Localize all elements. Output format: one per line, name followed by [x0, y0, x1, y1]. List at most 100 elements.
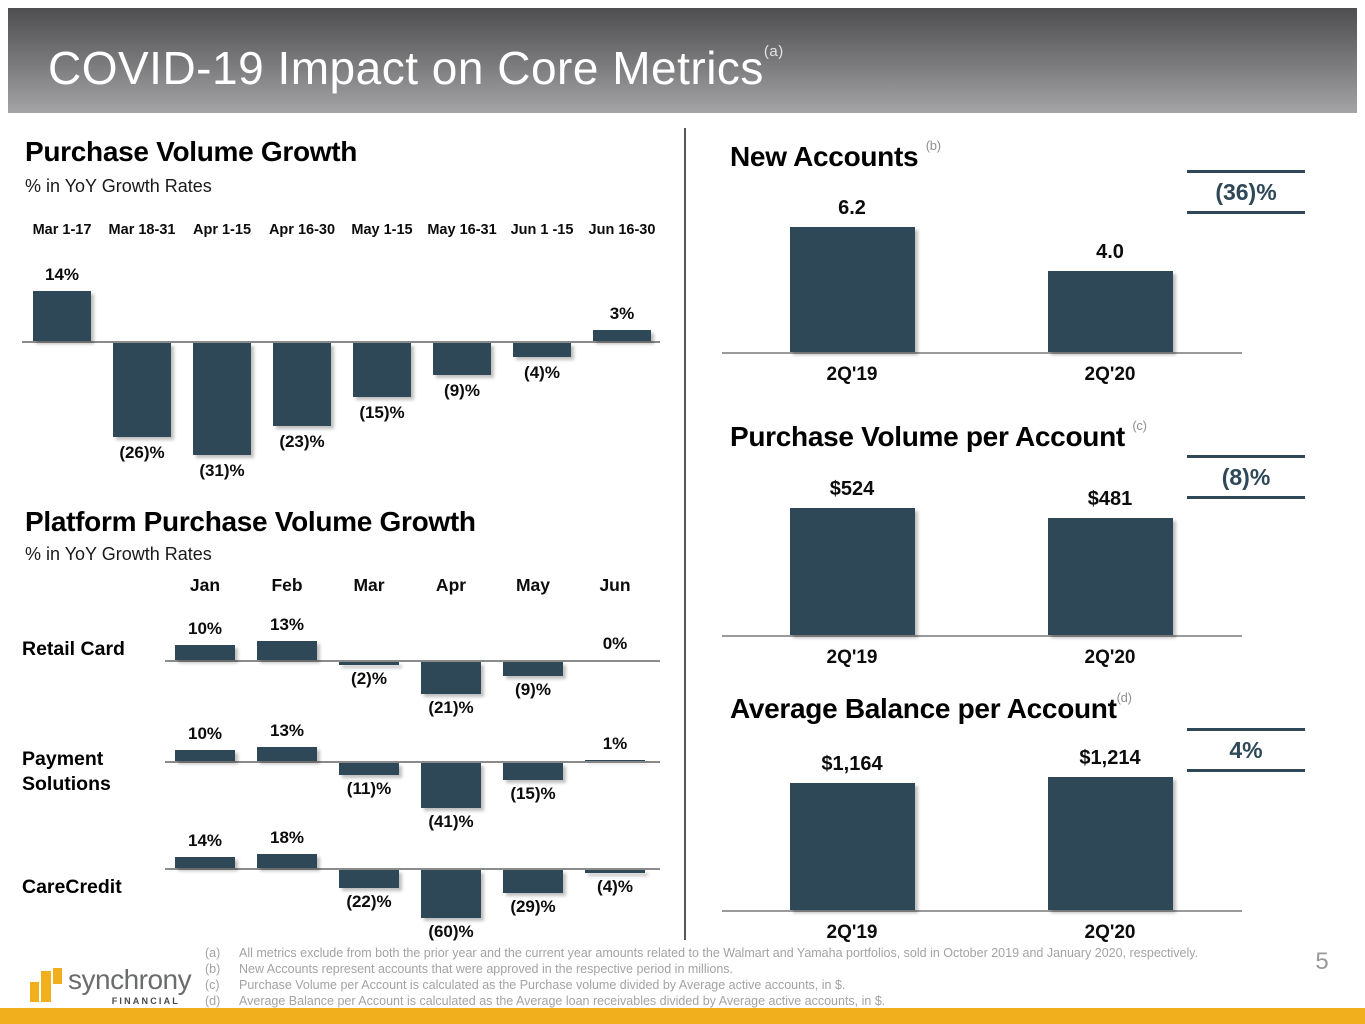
footnote-c-text: Purchase Volume per Account is calculate…: [239, 978, 846, 992]
bar: [33, 290, 91, 341]
footnote-a: (a) All metrics exclude from both the pr…: [205, 945, 1300, 961]
footnote-d-text: Average Balance per Account is calculate…: [239, 994, 886, 1008]
x-axis: [722, 635, 1242, 637]
bar: [175, 750, 235, 761]
footnote-d-ref: (d): [205, 994, 221, 1008]
category-label: 2Q'19: [826, 364, 878, 385]
bar-value: 13%: [269, 720, 305, 740]
x-axis: [22, 341, 660, 343]
purchase-volume-growth-subtitle: % in YoY Growth Rates: [25, 176, 212, 196]
bar-value: (21)%: [428, 697, 474, 717]
category-label: 2Q'20: [1084, 922, 1136, 943]
bar-value: (26)%: [119, 442, 165, 462]
bar: [339, 870, 399, 888]
bar-value: (4)%: [597, 877, 633, 897]
page-title-text: COVID-19 Impact on Core Metrics: [48, 42, 764, 94]
platform-row-label: Retail Card: [22, 638, 125, 660]
bar-value: $524: [829, 477, 875, 500]
platform-row-label: Payment Solutions: [22, 748, 111, 795]
bar-value: (29)%: [510, 897, 556, 917]
bar-value: 10%: [187, 724, 223, 743]
slide-header: COVID-19 Impact on Core Metrics(a): [8, 8, 1357, 113]
average-balance-per-account-chart: $1,164 2Q'19 $1,214 2Q'20: [722, 740, 1244, 975]
bar: [503, 662, 563, 676]
month-label: Jan: [189, 575, 221, 595]
bar: [433, 343, 491, 376]
bar-value: 6.2: [838, 197, 866, 219]
bar: [421, 763, 481, 809]
bar-value: 14%: [187, 830, 223, 850]
new-accounts-change-badge: (36)%: [1187, 170, 1305, 214]
bar-value: (31)%: [199, 460, 245, 480]
bar-value: 3%: [609, 304, 635, 324]
period-label: May 16-31: [427, 222, 497, 238]
bar: [421, 870, 481, 918]
bar-value: 18%: [269, 827, 305, 847]
bar: [1047, 271, 1173, 352]
bar-value: (9)%: [444, 381, 480, 401]
bar: [339, 662, 399, 665]
category-label: 2Q'19: [826, 922, 878, 943]
bar: [585, 870, 645, 874]
bar-value: (22)%: [346, 891, 392, 911]
bar: [257, 853, 317, 868]
bar: [257, 640, 317, 660]
bar: [113, 343, 171, 437]
footnote-b: (b) New Accounts represent accounts that…: [205, 961, 1300, 977]
period-label: Mar 18-31: [108, 222, 176, 238]
footnote-a-text: All metrics exclude from both the prior …: [239, 946, 1199, 960]
bar: [339, 763, 399, 776]
bar: [257, 746, 317, 761]
average-balance-per-account-footnote-ref: (d): [1116, 690, 1132, 705]
x-axis: [722, 910, 1242, 912]
logo-bars-icon: [41, 971, 51, 1002]
brand-name: synchrony: [68, 964, 192, 995]
bar: [513, 343, 571, 358]
platform-purchase-volume-growth-title: Platform Purchase Volume Growth: [25, 506, 476, 537]
bar-value: $1,164: [821, 752, 883, 775]
bar-value: (23)%: [279, 431, 325, 451]
bar-value: $481: [1087, 488, 1133, 511]
bar: [353, 343, 411, 397]
purchase-volume-growth-title: Purchase Volume Growth: [25, 136, 358, 167]
bar: [503, 870, 563, 894]
month-label: Feb: [271, 575, 303, 595]
purchase-volume-growth-chart: Mar 1-17 14% Mar 18-31 (26)% Apr 1-15 (31)% Ap…: [22, 222, 664, 522]
page-title: COVID-19 Impact on Core Metrics(a): [48, 41, 784, 95]
bar-value: 14%: [44, 264, 80, 284]
period-label: Apr 16-30: [268, 222, 336, 238]
column-divider: [684, 128, 686, 940]
brand-subtitle: FINANCIAL: [111, 996, 180, 1006]
bar: [593, 330, 651, 341]
bar-value: (60)%: [428, 922, 474, 941]
average-balance-per-account-title: Average Balance per Account(d): [730, 690, 1132, 725]
period-label: Jun 1 -15: [510, 222, 574, 238]
purchase-volume-per-account-title-text: Purchase Volume per Account: [730, 421, 1125, 452]
bar-value: (2)%: [351, 669, 387, 688]
page-title-footnote-ref: (a): [763, 43, 784, 60]
bar: [1047, 777, 1173, 910]
new-accounts-title-text: New Accounts: [730, 141, 919, 172]
category-label: 2Q'20: [1084, 647, 1136, 668]
month-label: Apr: [435, 575, 467, 595]
bar: [789, 227, 915, 352]
bar-value: (15)%: [359, 403, 405, 422]
logo-bars-icon: [53, 968, 62, 984]
footnote-a-ref: (a): [205, 946, 221, 960]
footnote-d: (d) Average Balance per Account is calcu…: [205, 993, 1300, 1009]
category-label: 2Q'19: [826, 647, 878, 668]
bar-value: 0%: [602, 634, 628, 653]
bar-value: (4)%: [524, 363, 560, 383]
period-label: Mar 1-17: [32, 222, 92, 238]
new-accounts-footnote-ref: (b): [925, 138, 941, 153]
x-axis: [165, 660, 660, 662]
purchase-volume-per-account-title: Purchase Volume per Account (c): [730, 418, 1147, 453]
x-axis: [722, 352, 1242, 354]
purchase-volume-per-account-footnote-ref: (c): [1132, 418, 1147, 433]
purchase-volume-per-account-change-badge: (8)%: [1187, 455, 1305, 499]
bar-value: $1,214: [1079, 747, 1141, 770]
bottom-accent-bar: [0, 1008, 1365, 1024]
synchrony-logo: synchrony FINANCIAL: [28, 964, 198, 1012]
bar-value: (41)%: [428, 812, 474, 832]
